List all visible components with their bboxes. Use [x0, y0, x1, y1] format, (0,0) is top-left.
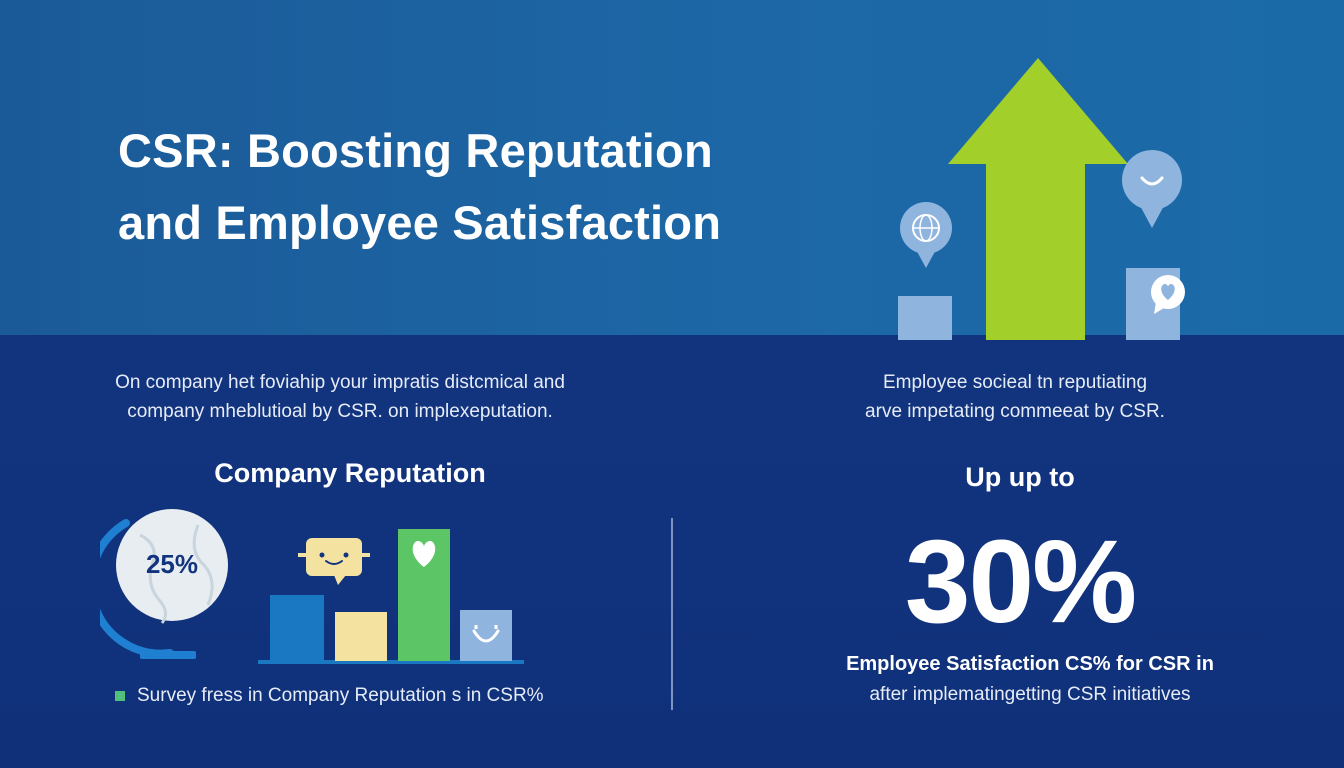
- up-to-heading: Up up to: [965, 462, 1075, 492]
- smile-icon: [472, 629, 500, 643]
- left-description-line-1: On company het foviahip your impratis di…: [115, 372, 565, 393]
- globe-label: 25%: [146, 549, 198, 579]
- globe-icon: 25%: [100, 509, 228, 659]
- legend-swatch: [115, 691, 125, 701]
- up-arrow-icon: [948, 58, 1128, 340]
- smile-chat-icon: [298, 538, 370, 585]
- top-band: [0, 0, 1344, 335]
- stat-caption-line-1: Employee Satisfaction CS% for CSR in: [846, 653, 1214, 675]
- page-title: CSR: Boosting Reputation and Employee Sa…: [118, 115, 838, 259]
- satisfaction-stat: 30%: [904, 516, 1137, 648]
- company-reputation-heading: Company Reputation: [214, 458, 486, 488]
- globe-pin-icon: [900, 202, 952, 268]
- heart-icon: [412, 541, 436, 567]
- heart-bubble-icon: [1151, 275, 1185, 314]
- bar-lightblue: [460, 610, 512, 661]
- right-description-line-2: arve impetating commeeat by CSR.: [865, 401, 1165, 422]
- legend-text: Survey fress in Company Reputation s in …: [137, 685, 544, 706]
- title-line-2: and Employee Satisfaction: [118, 196, 722, 249]
- chart-baseline: [258, 660, 524, 664]
- bar-blue: [270, 595, 324, 661]
- reputation-illustration: 25%: [100, 509, 524, 664]
- stat-caption-line-2: after implematingetting CSR initiatives: [869, 684, 1191, 705]
- reputation-legend: Survey fress in Company Reputation s in …: [115, 685, 544, 707]
- vertical-divider: [671, 518, 673, 710]
- bar-yellow: [335, 612, 387, 661]
- right-description: Employee socieal tn reputiating arve imp…: [745, 368, 1285, 426]
- right-description-line-1: Employee socieal tn reputiating: [882, 372, 1148, 393]
- pale-square-left: [898, 296, 952, 340]
- left-description: On company het foviahip your impratis di…: [40, 368, 640, 426]
- left-description-line-2: company mheblutioal by CSR. on implexepu…: [127, 401, 553, 422]
- title-line-1: CSR: Boosting Reputation: [118, 124, 713, 177]
- hero-illustration: [898, 58, 1185, 340]
- smile-pin-icon: [1122, 150, 1182, 228]
